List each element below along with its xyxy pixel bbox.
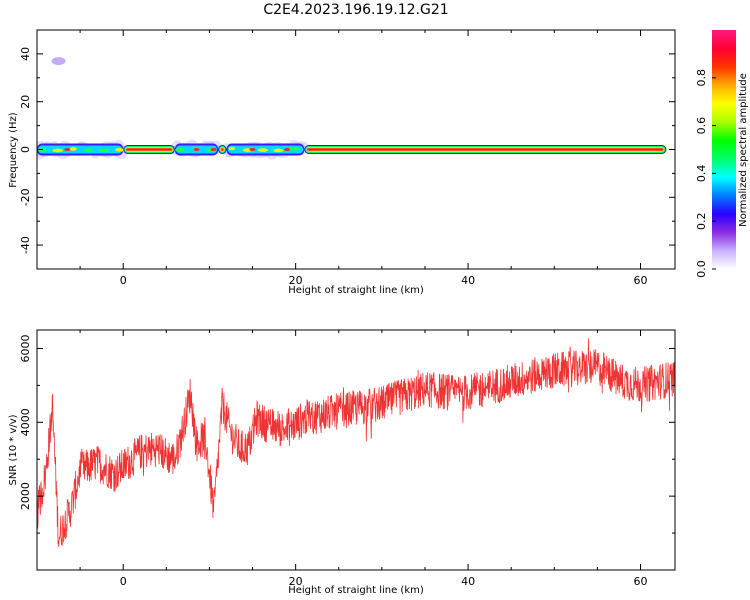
colorbar-tick-label: 0.0 bbox=[695, 260, 708, 278]
spectral-hotspot bbox=[284, 148, 291, 151]
spectral-hotspot bbox=[210, 148, 217, 151]
snr-marks bbox=[37, 338, 675, 547]
spectrogram-marks bbox=[37, 57, 667, 160]
bottom-x-axis: 0 20 40 60 bbox=[36, 330, 648, 588]
colorbar-tick-label: 0.2 bbox=[695, 212, 708, 230]
x-tick-label: 60 bbox=[634, 575, 648, 588]
colorbar: 0.0 0.2 0.4 0.6 0.8 Normalized spectral ampl… bbox=[695, 30, 749, 278]
spectral-peak bbox=[115, 148, 125, 152]
spectrogram-panel: 0 20 40 60 -40 -20 0 20 40 Height of straight l… bbox=[8, 29, 676, 296]
x-tick-label: 60 bbox=[634, 274, 648, 287]
snr-panel: 0 20 40 60 2000 4000 6000 Height of straight … bbox=[8, 329, 676, 596]
chart-title: C2E4.2023.196.19.12.G21 bbox=[263, 2, 448, 18]
spectral-hotspot bbox=[249, 148, 256, 151]
colorbar-tick-label: 0.8 bbox=[695, 69, 708, 87]
top-y-axis-label: Frequency (Hz) bbox=[8, 112, 19, 188]
y-tick-label: 2000 bbox=[19, 482, 32, 510]
spectral-hotspot bbox=[64, 148, 71, 151]
spectral-peak bbox=[84, 148, 93, 153]
x-tick-label: 40 bbox=[461, 274, 475, 287]
spectral-spot bbox=[51, 57, 66, 66]
x-tick-label: 20 bbox=[289, 575, 303, 588]
y-tick-label: 40 bbox=[19, 47, 32, 61]
colorbar-gradient bbox=[712, 30, 736, 269]
spectral-peak bbox=[52, 148, 64, 153]
x-tick-label: 0 bbox=[120, 575, 127, 588]
bottom-y-axis: 2000 4000 6000 bbox=[19, 334, 675, 571]
x-tick-label: 40 bbox=[461, 575, 475, 588]
snr-series-line bbox=[37, 338, 675, 547]
bottom-x-axis-label: Height of straight line (km) bbox=[288, 585, 424, 596]
colorbar-tick-label: 0.4 bbox=[695, 165, 708, 183]
spectral-peak bbox=[228, 146, 236, 151]
x-tick-label: 0 bbox=[120, 274, 127, 287]
colorbar-ticks: 0.0 0.2 0.4 0.6 0.8 bbox=[695, 69, 716, 278]
spectral-hotspot bbox=[193, 148, 200, 151]
x-tick-label: 20 bbox=[289, 274, 303, 287]
colorbar-tick-label: 0.6 bbox=[695, 117, 708, 135]
top-x-axis: 0 20 40 60 bbox=[36, 30, 648, 287]
top-x-axis-label: Height of straight line (km) bbox=[288, 285, 424, 296]
y-tick-label: 4000 bbox=[19, 408, 32, 436]
ridge-core bbox=[307, 148, 664, 151]
spectral-peak bbox=[37, 148, 47, 152]
spectral-peak bbox=[257, 148, 269, 152]
y-tick-label: 0 bbox=[19, 146, 32, 153]
spectral-band-mid bbox=[38, 145, 123, 154]
top-y-axis: -40 -20 0 20 40 bbox=[19, 29, 675, 270]
y-tick-label: 20 bbox=[19, 95, 32, 109]
ridge-core bbox=[126, 148, 172, 151]
spectral-peak bbox=[99, 148, 110, 153]
spectral-peak bbox=[69, 147, 77, 151]
y-tick-label: -20 bbox=[19, 188, 32, 206]
spectral-peak bbox=[273, 148, 284, 153]
ridge-core bbox=[221, 148, 224, 151]
spectral-peak bbox=[288, 146, 300, 151]
colorbar-label: Normalized spectral amplitude bbox=[738, 73, 749, 227]
bottom-y-axis-label: SNR (10 * v/v) bbox=[8, 414, 19, 485]
spectral-peak bbox=[174, 148, 186, 152]
y-tick-label: 6000 bbox=[19, 334, 32, 362]
y-tick-label: -40 bbox=[19, 236, 32, 254]
bottom-plot-frame bbox=[36, 329, 676, 571]
